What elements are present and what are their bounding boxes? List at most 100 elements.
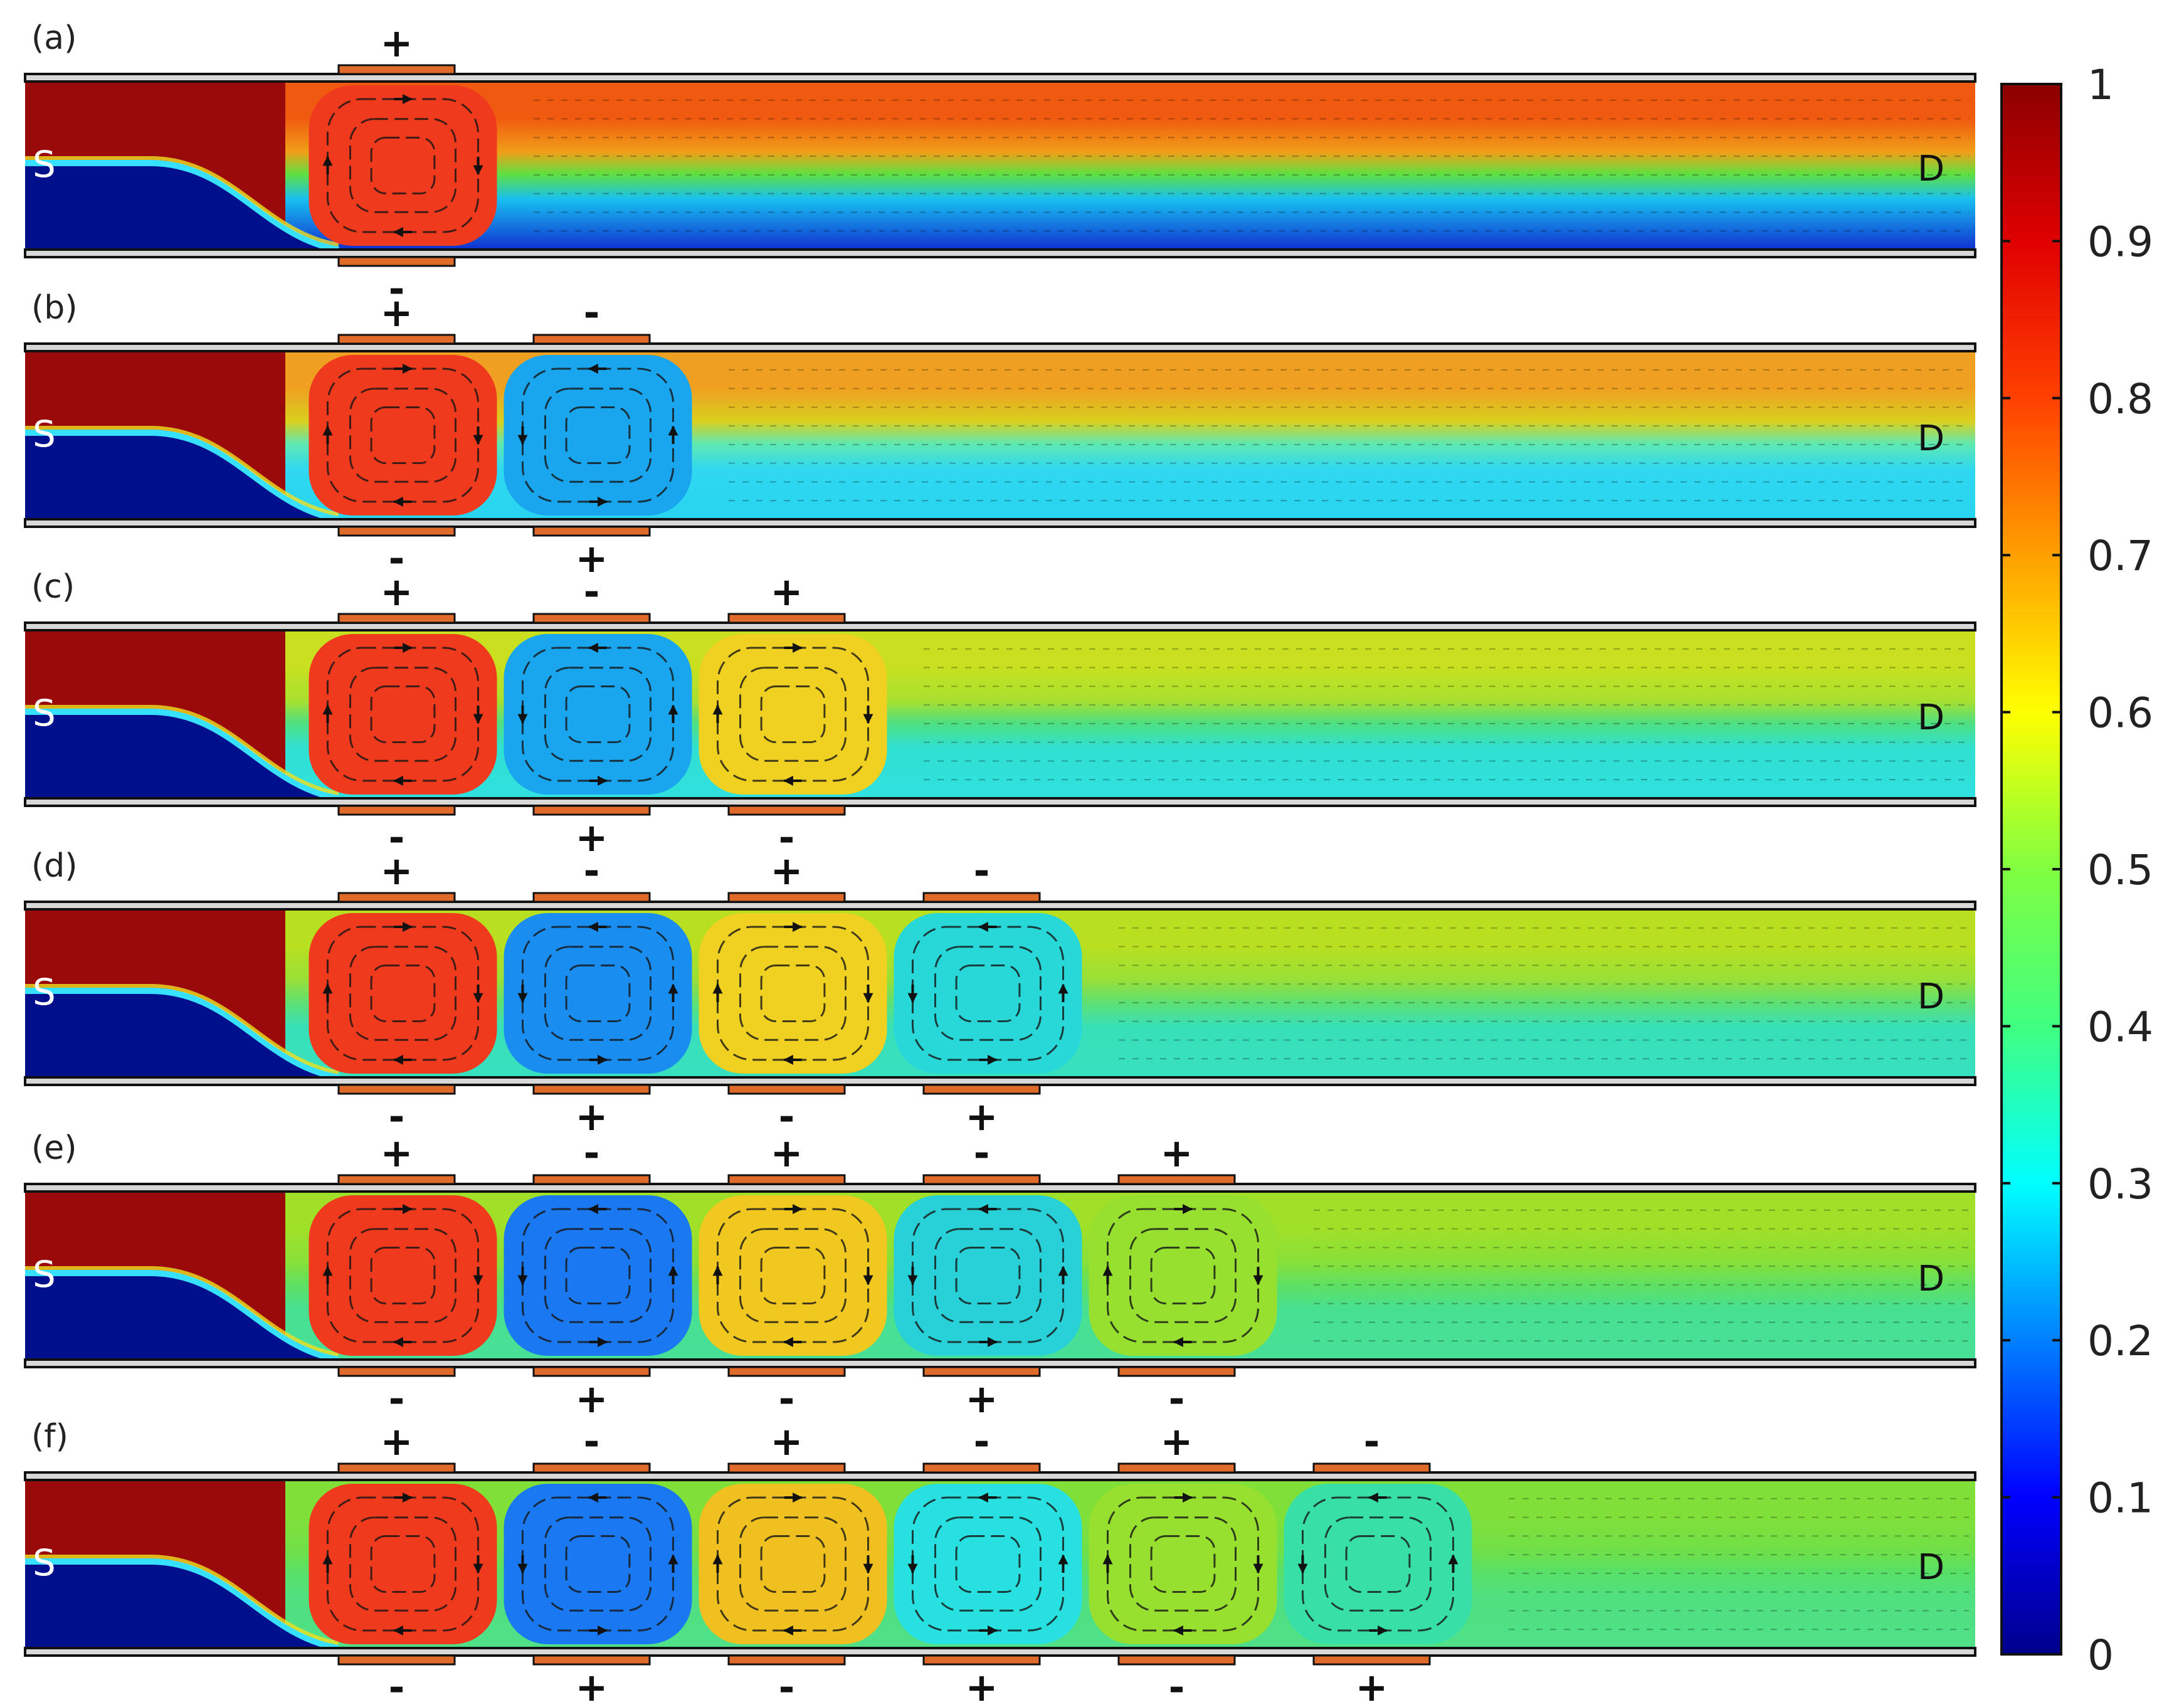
bottom-polarity-sign: +: [576, 1664, 608, 1707]
vortex-cell-fill: [504, 634, 692, 795]
top-polarity-sign: +: [381, 1419, 413, 1464]
top-polarity-sign: +: [1161, 1419, 1193, 1464]
bottom-electrode: [727, 1654, 846, 1666]
flow-streamline: [370, 1246, 436, 1305]
bottom-polarity-sign: -: [779, 1376, 795, 1422]
vortex-cell: [699, 913, 887, 1074]
flow-streamline: [565, 1246, 631, 1305]
drain-label: D: [1918, 1259, 1944, 1299]
top-electrode: [1117, 1462, 1236, 1474]
interface-line: [25, 1555, 339, 1645]
top-electrode: [532, 1174, 651, 1185]
top-polarity-sign: -: [584, 1419, 600, 1464]
bottom-polarity-sign: -: [779, 1664, 795, 1707]
bottom-polarity-sign: +: [1356, 1664, 1388, 1707]
colorbar-tick-label: 0.3: [2087, 1160, 2153, 1208]
flow-streamline: [739, 946, 847, 1041]
flow-streamline: [934, 1228, 1042, 1323]
vortex-cell: [699, 634, 887, 795]
bottom-polarity-sign: +: [576, 815, 608, 860]
flow-streamline: [760, 964, 826, 1023]
top-electrode: [727, 892, 846, 903]
top-electrode: [727, 613, 846, 624]
top-electrode: [337, 613, 456, 624]
panel-c: (c) S D + - - + + -: [24, 568, 1976, 860]
channel-top-wall: [24, 342, 1976, 352]
flow-streamline: [349, 1228, 456, 1323]
flow-streamline: [370, 406, 436, 465]
flow-streamline: [349, 1516, 456, 1612]
channel-top-wall: [24, 73, 1976, 83]
bottom-polarity-sign: -: [779, 1094, 795, 1139]
source-label: S: [33, 692, 56, 734]
bottom-polarity-sign: -: [389, 815, 405, 860]
bottom-electrode: [337, 256, 456, 267]
vortex-cell: [504, 634, 692, 795]
bottom-electrode: [532, 805, 651, 816]
interface-line: [25, 1558, 339, 1648]
channel-top-wall: [24, 901, 1976, 911]
bottom-electrode: [727, 1366, 846, 1377]
inlet-lower-fluid: [25, 1273, 339, 1360]
vortex-cell-fill: [894, 913, 1082, 1074]
channel-field: [25, 1192, 1975, 1360]
top-polarity-sign: -: [974, 848, 990, 894]
vortex-cell-fill: [504, 913, 692, 1074]
bottom-polarity-sign: +: [576, 1376, 608, 1422]
bottom-electrode: [532, 1654, 651, 1666]
vortex-cell: [504, 913, 692, 1074]
top-polarity-sign: +: [381, 20, 413, 66]
flow-streamline: [955, 1246, 1021, 1305]
bottom-electrode: [1312, 1654, 1431, 1666]
bottom-polarity-sign: -: [389, 266, 405, 312]
interface-line: [25, 160, 339, 250]
bottom-electrode: [922, 1654, 1041, 1666]
vortex-cell: [699, 1484, 887, 1644]
colorbar-tick-label: 0.7: [2087, 532, 2153, 580]
vortex-cell-fill: [894, 1484, 1082, 1644]
channel-bottom-wall: [24, 518, 1976, 528]
vortex-cell-fill: [699, 1195, 887, 1356]
channel-field: [25, 82, 1975, 250]
flow-streamline: [739, 667, 847, 762]
interface-line: [25, 1266, 339, 1356]
inlet-lower-fluid: [25, 433, 339, 519]
flow-streamline: [370, 1535, 436, 1593]
drain-label: D: [1918, 418, 1944, 459]
top-polarity-sign: +: [381, 848, 413, 894]
vortex-cell: [894, 1484, 1082, 1644]
vortex-cell-fill: [1089, 1484, 1277, 1644]
channel-field: [25, 630, 1975, 798]
colorbar: 0 0.1 0.2 0.3 0.4 0.5 0.6 0.7 0.8 0.9 1: [2000, 61, 2153, 1679]
top-polarity-sign: -: [1364, 1419, 1380, 1464]
vortex-cell: [1089, 1484, 1277, 1644]
top-electrode: [337, 334, 456, 345]
top-electrode: [922, 1462, 1041, 1474]
flow-streamline: [544, 388, 652, 483]
top-electrode: [337, 892, 456, 903]
flow-streamline: [544, 667, 652, 762]
top-electrode: [1312, 1462, 1431, 1474]
inlet-lower-fluid: [25, 991, 339, 1077]
vortex-cell: [504, 355, 692, 515]
bottom-electrode: [727, 805, 846, 816]
vortex-cell: [309, 634, 497, 795]
bottom-polarity-sign: -: [389, 1664, 405, 1707]
interface-line: [25, 430, 339, 519]
vortex-cell-fill: [699, 913, 887, 1074]
top-polarity-sign: +: [771, 1419, 803, 1464]
top-electrode: [922, 892, 1041, 903]
panel-label: (b): [31, 289, 78, 327]
vortex-cell: [504, 1195, 692, 1356]
flow-streamline: [565, 406, 631, 465]
panel-label: (e): [31, 1129, 77, 1167]
top-electrode: [532, 1462, 651, 1474]
top-polarity-sign: -: [584, 1130, 600, 1176]
vortex-cell: [894, 1195, 1082, 1356]
vortex-cell-fill: [309, 1484, 497, 1644]
vortex-cell-fill: [1089, 1195, 1277, 1356]
top-polarity-sign: -: [584, 848, 600, 894]
bottom-polarity-sign: +: [576, 1094, 608, 1139]
bottom-polarity-sign: +: [576, 536, 608, 581]
